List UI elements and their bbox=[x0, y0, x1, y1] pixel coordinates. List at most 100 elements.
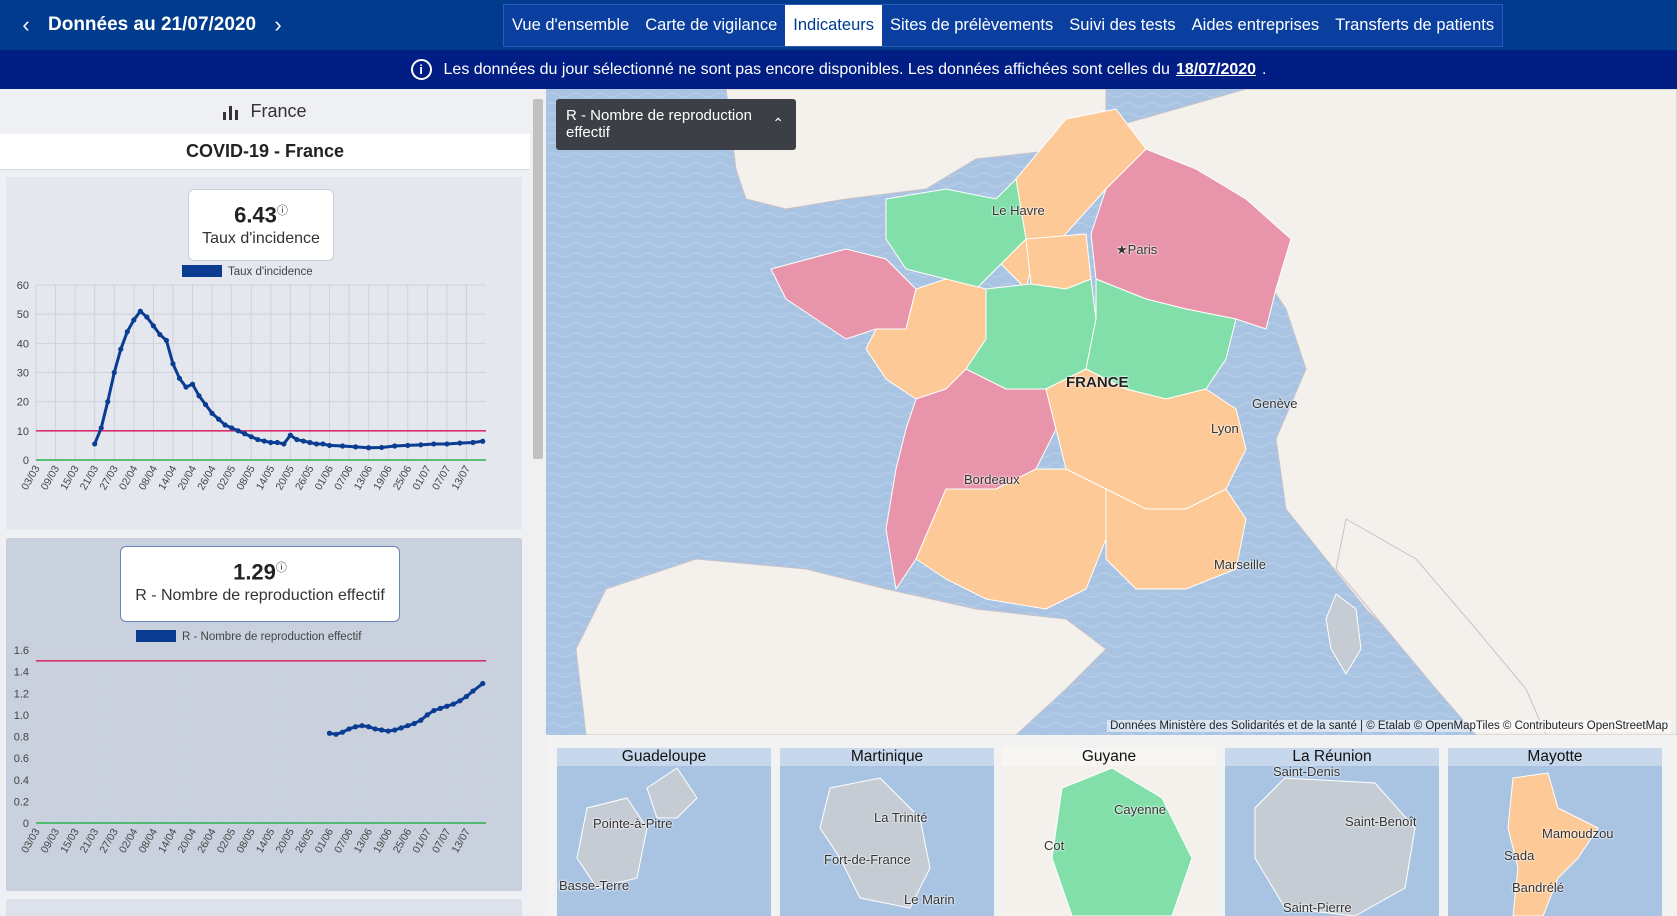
x-tick-label: 02/05 bbox=[215, 463, 239, 492]
x-tick-label: 01/07 bbox=[410, 463, 434, 492]
tab-vue-ensemble[interactable]: Vue d'ensemble bbox=[512, 16, 630, 34]
x-tick-label: 03/03 bbox=[19, 826, 43, 855]
legend-swatch bbox=[182, 265, 222, 277]
x-tick-label: 20/04 bbox=[176, 826, 200, 855]
data-point bbox=[431, 441, 437, 447]
data-point bbox=[307, 439, 313, 446]
overseas-martinique[interactable]: Martinique La Trinité Fort-de-France Le … bbox=[780, 748, 994, 916]
data-point bbox=[300, 438, 306, 444]
incidence-label: Taux d'incidence bbox=[202, 230, 320, 248]
data-point bbox=[359, 723, 365, 729]
overseas-guyane[interactable]: Guyane Cayenne Cot bbox=[1002, 748, 1216, 916]
data-point bbox=[124, 329, 130, 335]
overseas-mayotte[interactable]: Mayotte Mamoudzou Sada Bandrélé bbox=[1448, 748, 1662, 916]
map-label-marseille: Marseille bbox=[1214, 557, 1267, 572]
data-point bbox=[437, 705, 443, 711]
chart-legend: R - Nombre de reproduction effectif bbox=[136, 630, 362, 643]
tab-sites-prelevements[interactable]: Sites de prélèvements bbox=[890, 16, 1054, 34]
label-basse-terre: Basse-Terre bbox=[559, 878, 630, 893]
map-land-spain bbox=[575, 558, 1107, 735]
y-tick-label: 0 bbox=[23, 455, 29, 467]
x-tick-label: 14/05 bbox=[254, 463, 278, 492]
next-indicator-card bbox=[6, 899, 522, 916]
x-tick-label: 19/06 bbox=[371, 826, 395, 855]
data-point bbox=[294, 436, 300, 443]
info-icon[interactable]: ⓘ bbox=[275, 562, 287, 574]
data-point bbox=[411, 720, 417, 727]
data-point bbox=[216, 416, 222, 422]
tab-transferts-patients[interactable]: Transferts de patients bbox=[1335, 16, 1495, 34]
tab-indicateurs[interactable]: Indicateurs bbox=[785, 5, 882, 46]
martinique-title: Martinique bbox=[780, 748, 994, 766]
region-ile-de-france[interactable] bbox=[1025, 233, 1092, 290]
data-point bbox=[196, 393, 202, 399]
map-canvas[interactable] bbox=[546, 89, 1677, 735]
label-le-marin: Le Marin bbox=[904, 892, 955, 907]
data-point bbox=[444, 441, 450, 447]
label-saint-benoit: Saint-Benoît bbox=[1345, 814, 1417, 829]
x-tick-label: 14/05 bbox=[254, 826, 278, 855]
bar-chart-icon bbox=[223, 104, 239, 120]
map-label-france: FRANCE bbox=[1066, 374, 1129, 391]
data-point bbox=[157, 331, 163, 338]
region-paca[interactable] bbox=[1105, 488, 1247, 590]
data-point bbox=[111, 369, 117, 376]
data-point bbox=[366, 724, 372, 730]
map-label-lyon: Lyon bbox=[1211, 421, 1239, 436]
x-tick-label: 02/04 bbox=[117, 826, 141, 855]
map-attribution[interactable]: Données Ministère des Solidarités et de … bbox=[1107, 720, 1671, 732]
incidence-kpi[interactable]: 6.43ⓘ Taux d'incidence bbox=[188, 189, 334, 261]
tab-carte-vigilance[interactable]: Carte de vigilance bbox=[645, 16, 778, 34]
r-value: 1.29 bbox=[233, 559, 276, 585]
data-point bbox=[261, 438, 267, 444]
region-selector[interactable]: France bbox=[0, 89, 530, 134]
previous-date-button[interactable]: ‹ bbox=[22, 12, 30, 37]
data-point bbox=[444, 703, 450, 709]
label-la-trinite: La Trinité bbox=[874, 810, 928, 825]
data-point bbox=[346, 726, 352, 732]
data-point bbox=[137, 308, 143, 314]
notice-date-link[interactable]: 18/07/2020 bbox=[1175, 60, 1257, 78]
chevron-up-icon: ⌃ bbox=[772, 115, 784, 131]
martinique-map bbox=[819, 777, 931, 909]
y-tick-label: 40 bbox=[17, 338, 29, 350]
x-tick-label: 26/05 bbox=[293, 463, 317, 492]
tab-suivi-tests[interactable]: Suivi des tests bbox=[1069, 16, 1176, 34]
region-corse[interactable] bbox=[1325, 593, 1362, 675]
y-tick-label: 0 bbox=[23, 818, 29, 830]
page-title: COVID-19 - France bbox=[0, 134, 530, 170]
data-point bbox=[92, 441, 98, 447]
indicator-dropdown[interactable]: R - Nombre de reproduction effectif ⌃ bbox=[556, 99, 796, 150]
y-tick-label: 1.6 bbox=[14, 645, 29, 657]
r-label: R - Nombre de reproduction effectif bbox=[135, 587, 385, 605]
sidebar-scrollbar[interactable] bbox=[530, 89, 546, 916]
data-point bbox=[131, 317, 137, 323]
overseas-la-reunion[interactable]: La Réunion Saint-Denis Saint-Benoît Sain… bbox=[1225, 748, 1439, 916]
data-point bbox=[392, 443, 398, 449]
x-tick-label: 08/05 bbox=[234, 826, 258, 855]
data-point bbox=[463, 693, 470, 700]
region-occitanie[interactable] bbox=[915, 468, 1107, 610]
info-icon[interactable]: ⓘ bbox=[276, 205, 288, 217]
data-point bbox=[248, 434, 254, 440]
france-map[interactable]: R - Nombre de reproduction effectif ⌃ Le… bbox=[546, 89, 1677, 735]
x-tick-label: 08/04 bbox=[136, 826, 160, 855]
x-tick-label: 26/04 bbox=[195, 463, 219, 492]
label-cayenne: Cayenne bbox=[1114, 802, 1167, 817]
scrollbar-thumb[interactable] bbox=[533, 99, 543, 459]
overseas-guadeloupe[interactable]: Guadeloupe Pointe-à-Pitre Basse-Terre bbox=[557, 748, 771, 916]
data-point bbox=[242, 431, 248, 437]
next-date-button[interactable]: › bbox=[274, 12, 282, 37]
tab-aides-entreprises[interactable]: Aides entreprises bbox=[1191, 16, 1320, 34]
guadeloupe-map bbox=[576, 767, 698, 889]
region-normandie[interactable] bbox=[885, 177, 1027, 290]
data-point bbox=[105, 399, 111, 405]
map-label-le-havre: Le Havre bbox=[992, 203, 1045, 218]
x-tick-label: 07/07 bbox=[430, 463, 454, 492]
data-point bbox=[398, 725, 404, 731]
x-tick-label: 07/07 bbox=[430, 826, 454, 855]
r-effective-kpi[interactable]: 1.29ⓘ R - Nombre de reproduction effecti… bbox=[120, 546, 400, 622]
y-tick-label: 60 bbox=[17, 280, 29, 292]
region-centre-val-de-loire[interactable] bbox=[965, 278, 1097, 390]
y-tick-label: 1.4 bbox=[14, 667, 29, 679]
